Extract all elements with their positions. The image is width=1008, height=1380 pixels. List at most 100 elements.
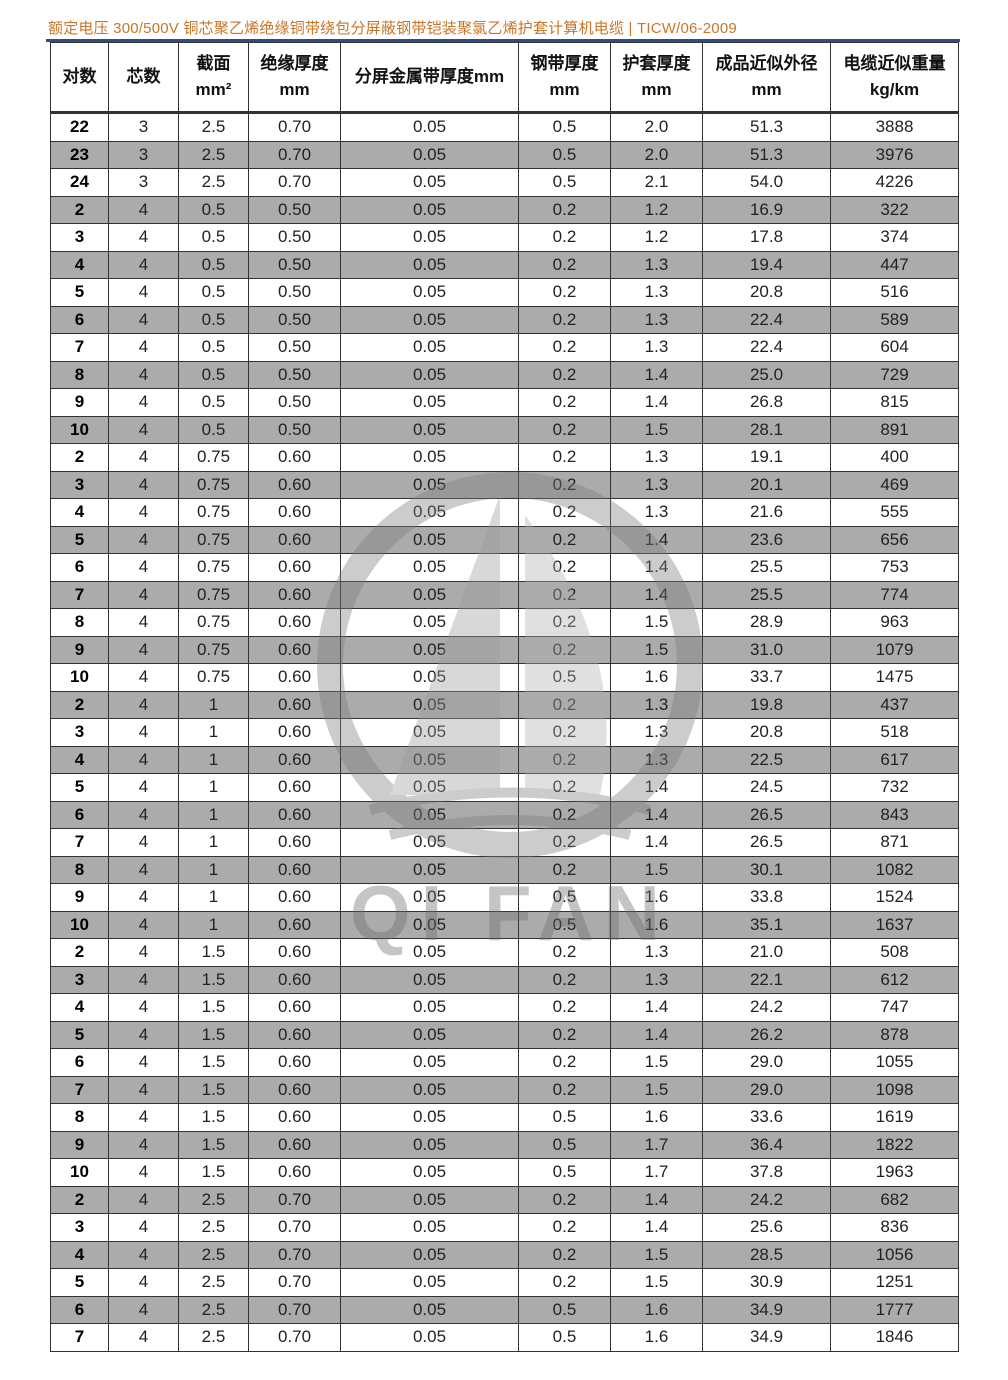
column-header-label: 钢带厚度 — [530, 54, 599, 73]
table-cell: 0.2 — [518, 938, 611, 967]
table-cell: 0.05 — [340, 1268, 519, 1297]
table-cell: 0.50 — [248, 388, 341, 417]
table-cell: 1 — [178, 883, 249, 912]
table-cell: 26.2 — [702, 1020, 831, 1049]
table-cell: 6 — [50, 553, 109, 582]
table-cell: 4 — [108, 1268, 179, 1297]
table-cell: 0.05 — [340, 168, 519, 197]
table-cell: 33.8 — [702, 883, 831, 912]
table-row: 2 4 0.75 0.60 0.05 0.2 1.3 19.1 400 — [50, 443, 959, 472]
table-cell: 4 — [108, 1020, 179, 1049]
table-cell: 1.4 — [610, 993, 703, 1022]
table-cell: 4 — [108, 1185, 179, 1214]
table-header-row: 对数 芯数 截面 mm² 绝缘厚度 mm 分屏金属带厚度mm 钢带厚度 mm 护套厚度 mm 成品近似… — [50, 42, 959, 114]
table-cell: 0.75 — [178, 663, 249, 692]
table-cell: 1.3 — [610, 690, 703, 719]
table-cell: 1.5 — [610, 1268, 703, 1297]
table-cell: 0.5 — [518, 1103, 611, 1132]
table-cell: 4 — [108, 883, 179, 912]
table-cell: 22 — [50, 112, 109, 142]
table-cell: 1098 — [830, 1075, 959, 1104]
table-cell: 0.05 — [340, 1185, 519, 1214]
table-row: 8 4 0.5 0.50 0.05 0.2 1.4 25.0 729 — [50, 360, 959, 389]
table-cell: 2.5 — [178, 1240, 249, 1269]
table-cell: 0.2 — [518, 773, 611, 802]
table-cell: 10 — [50, 1158, 109, 1187]
table-cell: 0.2 — [518, 580, 611, 609]
column-header-unit: mm — [279, 80, 310, 99]
table-cell: 21.6 — [702, 498, 831, 527]
table-cell: 0.05 — [340, 140, 519, 169]
table-cell: 753 — [830, 553, 959, 582]
table-cell: 0.2 — [518, 690, 611, 719]
table-cell: 0.2 — [518, 525, 611, 554]
table-cell: 1.3 — [610, 498, 703, 527]
table-cell: 617 — [830, 745, 959, 774]
table-cell: 0.2 — [518, 828, 611, 857]
table-cell: 2.5 — [178, 1268, 249, 1297]
column-header: 护套厚度 mm — [610, 42, 703, 114]
table-cell: 4 — [108, 498, 179, 527]
table-cell: 1.5 — [178, 938, 249, 967]
table-cell: 4 — [108, 828, 179, 857]
table-cell: 0.50 — [248, 278, 341, 307]
table-cell: 0.60 — [248, 1130, 341, 1159]
column-header: 芯数 — [108, 42, 179, 114]
table-cell: 0.5 — [178, 333, 249, 362]
table-cell: 4 — [108, 388, 179, 417]
table-cell: 0.2 — [518, 635, 611, 664]
table-cell: 19.4 — [702, 250, 831, 279]
table-cell: 0.5 — [518, 1130, 611, 1159]
table-cell: 0.05 — [340, 333, 519, 362]
table-cell: 0.2 — [518, 855, 611, 884]
table-cell: 4 — [108, 553, 179, 582]
table-cell: 4 — [108, 443, 179, 472]
table-cell: 1 — [178, 910, 249, 939]
table-cell: 1055 — [830, 1048, 959, 1077]
table-cell: 0.75 — [178, 525, 249, 554]
table-cell: 1.6 — [610, 1323, 703, 1352]
table-cell: 4 — [108, 773, 179, 802]
table-cell: 1056 — [830, 1240, 959, 1269]
table-cell: 0.05 — [340, 745, 519, 774]
table-cell: 0.05 — [340, 1075, 519, 1104]
table-cell: 19.1 — [702, 443, 831, 472]
table-cell: 0.2 — [518, 965, 611, 994]
table-cell: 28.5 — [702, 1240, 831, 1269]
table-cell: 0.05 — [340, 910, 519, 939]
table-cell: 0.60 — [248, 580, 341, 609]
table-cell: 400 — [830, 443, 959, 472]
table-cell: 0.05 — [340, 718, 519, 747]
table-cell: 25.0 — [702, 360, 831, 389]
table-cell: 0.50 — [248, 415, 341, 444]
table-cell: 0.05 — [340, 553, 519, 582]
table-cell: 0.2 — [518, 223, 611, 252]
table-cell: 20.8 — [702, 718, 831, 747]
table-cell: 774 — [830, 580, 959, 609]
table-cell: 2 — [50, 690, 109, 719]
table-cell: 2.5 — [178, 1213, 249, 1242]
table-cell: 25.5 — [702, 580, 831, 609]
table-cell: 4 — [50, 993, 109, 1022]
table-row: 10 4 1 0.60 0.05 0.5 1.6 35.1 1637 — [50, 910, 959, 939]
table-cell: 4 — [108, 855, 179, 884]
table-cell: 0.5 — [178, 278, 249, 307]
table-cell: 0.60 — [248, 1158, 341, 1187]
table-cell: 2 — [50, 443, 109, 472]
table-cell: 9 — [50, 388, 109, 417]
table-cell: 0.2 — [518, 553, 611, 582]
table-cell: 4 — [108, 195, 179, 224]
table-cell: 4 — [108, 1103, 179, 1132]
table-cell: 0.2 — [518, 1075, 611, 1104]
table-cell: 0.05 — [340, 1020, 519, 1049]
table-cell: 1.5 — [610, 855, 703, 884]
table-cell: 4 — [108, 690, 179, 719]
table-cell: 5 — [50, 773, 109, 802]
table-cell: 4 — [108, 993, 179, 1022]
table-cell: 0.05 — [340, 663, 519, 692]
table-cell: 0.05 — [340, 608, 519, 637]
table-cell: 1082 — [830, 855, 959, 884]
table-row: 5 4 0.5 0.50 0.05 0.2 1.3 20.8 516 — [50, 278, 959, 307]
table-cell: 4 — [108, 305, 179, 334]
table-cell: 0.70 — [248, 140, 341, 169]
